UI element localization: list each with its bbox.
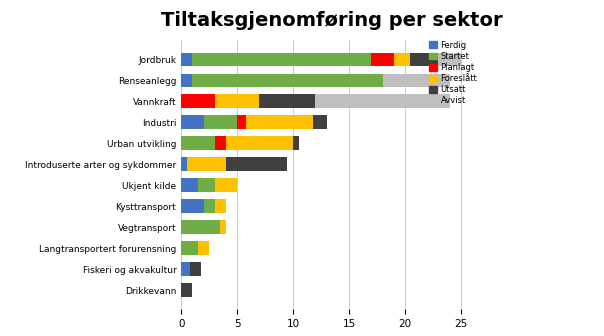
Bar [181, 52, 193, 66]
Bar [193, 52, 371, 66]
Bar [246, 116, 313, 129]
Bar [215, 136, 226, 150]
Bar [181, 262, 190, 276]
Bar [226, 157, 288, 171]
Bar [181, 116, 204, 129]
Bar [226, 136, 293, 150]
Bar [315, 94, 449, 108]
Bar [215, 94, 260, 108]
Bar [439, 52, 461, 66]
Bar [394, 52, 411, 66]
Bar [190, 262, 201, 276]
Bar [187, 157, 226, 171]
Bar [198, 241, 209, 255]
Bar [411, 52, 439, 66]
Bar [215, 178, 237, 192]
Legend: Ferdig, Startet, Planlagt, Foreslått, Utsatt, Avvist: Ferdig, Startet, Planlagt, Foreslått, Ut… [427, 39, 479, 107]
Bar [371, 52, 394, 66]
Bar [181, 241, 198, 255]
Bar [260, 94, 315, 108]
Bar [198, 178, 215, 192]
Bar [181, 220, 220, 234]
Bar [181, 199, 204, 213]
Bar [293, 136, 298, 150]
Bar [382, 74, 449, 87]
Title: Tiltaksgjenomføring per sektor: Tiltaksgjenomføring per sektor [161, 11, 503, 31]
Bar [237, 116, 246, 129]
Bar [181, 178, 198, 192]
Bar [181, 74, 193, 87]
Bar [193, 74, 382, 87]
Bar [181, 157, 187, 171]
Bar [181, 136, 215, 150]
Bar [313, 116, 327, 129]
Bar [204, 116, 237, 129]
Bar [181, 283, 193, 297]
Bar [204, 199, 215, 213]
Bar [215, 199, 226, 213]
Bar [220, 220, 226, 234]
Bar [181, 94, 215, 108]
